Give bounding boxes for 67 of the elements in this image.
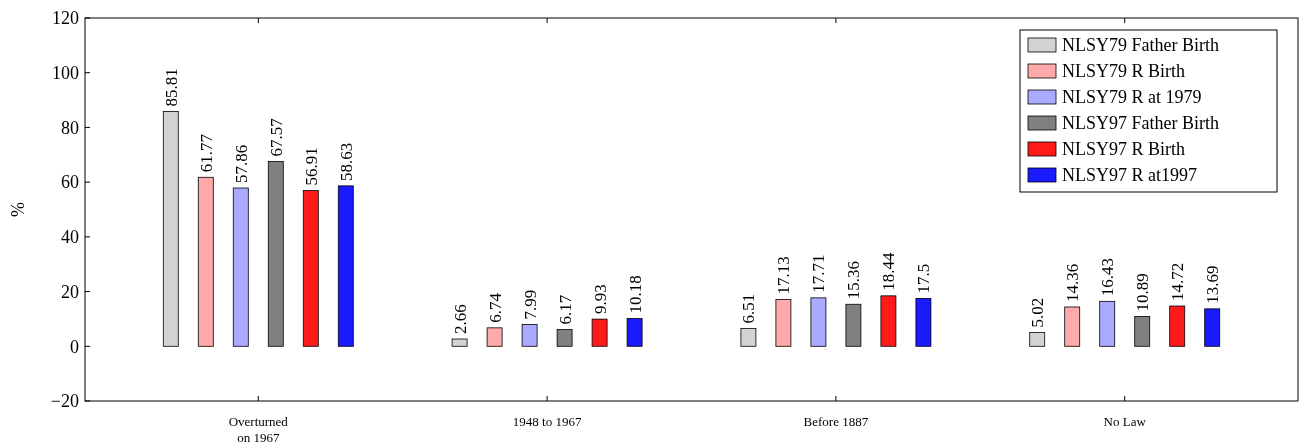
- bar: [337, 185, 354, 347]
- bar: [1029, 332, 1046, 347]
- y-axis-title: %: [8, 202, 28, 217]
- y-tick-label: 20: [61, 281, 79, 302]
- data-label: 6.74: [485, 292, 505, 323]
- bar: [591, 318, 608, 347]
- data-label: 10.89: [1133, 273, 1153, 312]
- y-tick-label: 120: [52, 8, 79, 29]
- bar: [521, 324, 538, 347]
- data-label: 5.02: [1028, 297, 1048, 328]
- data-label: 61.77: [196, 133, 216, 173]
- y-tick-label: 0: [70, 336, 79, 357]
- bar: [775, 299, 792, 347]
- bar: [845, 303, 862, 347]
- legend-label: NLSY97 R Birth: [1062, 139, 1186, 160]
- bar: [740, 328, 757, 347]
- bar: [451, 338, 468, 347]
- x-tick-label: Overturned on 1967: [228, 414, 289, 445]
- legend-label: NLSY79 R at 1979: [1062, 87, 1202, 108]
- data-label: 6.17: [555, 294, 575, 325]
- legend-label: NLSY97 Father Birth: [1062, 113, 1219, 134]
- data-label: 14.72: [1168, 262, 1188, 302]
- data-label: 6.51: [739, 293, 759, 324]
- data-label: 17.13: [774, 256, 794, 295]
- bar: [810, 297, 827, 347]
- data-label: 13.69: [1203, 265, 1223, 304]
- bar: [1169, 305, 1186, 347]
- x-tick-label: No Law: [1103, 414, 1147, 429]
- bar: [915, 298, 932, 347]
- data-label: 14.36: [1063, 263, 1083, 302]
- bar: [197, 176, 214, 347]
- bar: [626, 318, 643, 347]
- legend-label: NLSY79 Father Birth: [1062, 35, 1219, 56]
- data-label: 56.91: [301, 147, 321, 186]
- data-label: 9.93: [590, 284, 610, 315]
- y-tick-label: 100: [52, 63, 79, 84]
- data-label: 2.66: [450, 304, 470, 335]
- data-label: 16.43: [1098, 258, 1118, 297]
- bar: [1099, 300, 1116, 347]
- data-label: 17.5: [914, 263, 934, 294]
- x-tick-label: Before 1887: [803, 414, 869, 429]
- data-label: 67.57: [266, 117, 286, 157]
- data-label: 18.44: [879, 252, 899, 291]
- bar: [267, 161, 284, 347]
- bar: [1134, 316, 1151, 347]
- data-label: 58.63: [336, 142, 356, 181]
- data-label: 17.71: [809, 254, 829, 293]
- data-label: 15.36: [844, 261, 864, 300]
- bar: [486, 327, 503, 347]
- data-label: 10.18: [625, 275, 645, 314]
- bar: [1204, 308, 1221, 347]
- bar: [556, 329, 573, 347]
- y-tick-label: 40: [61, 227, 79, 248]
- data-label: 7.99: [520, 289, 540, 320]
- y-tick-label: −20: [50, 391, 79, 412]
- x-tick-label: 1948 to 1967: [512, 414, 582, 429]
- legend-label: NLSY97 R at1997: [1062, 165, 1197, 186]
- data-label: 85.81: [161, 68, 181, 107]
- bar: [302, 190, 319, 347]
- y-tick-label: 60: [61, 172, 79, 193]
- bar: [880, 295, 897, 347]
- data-label: 57.86: [231, 144, 251, 183]
- y-tick-label: 80: [61, 117, 79, 138]
- bar: [1064, 306, 1081, 347]
- legend-label: NLSY79 R Birth: [1062, 61, 1186, 82]
- bar: [162, 111, 179, 347]
- bar: [232, 187, 249, 347]
